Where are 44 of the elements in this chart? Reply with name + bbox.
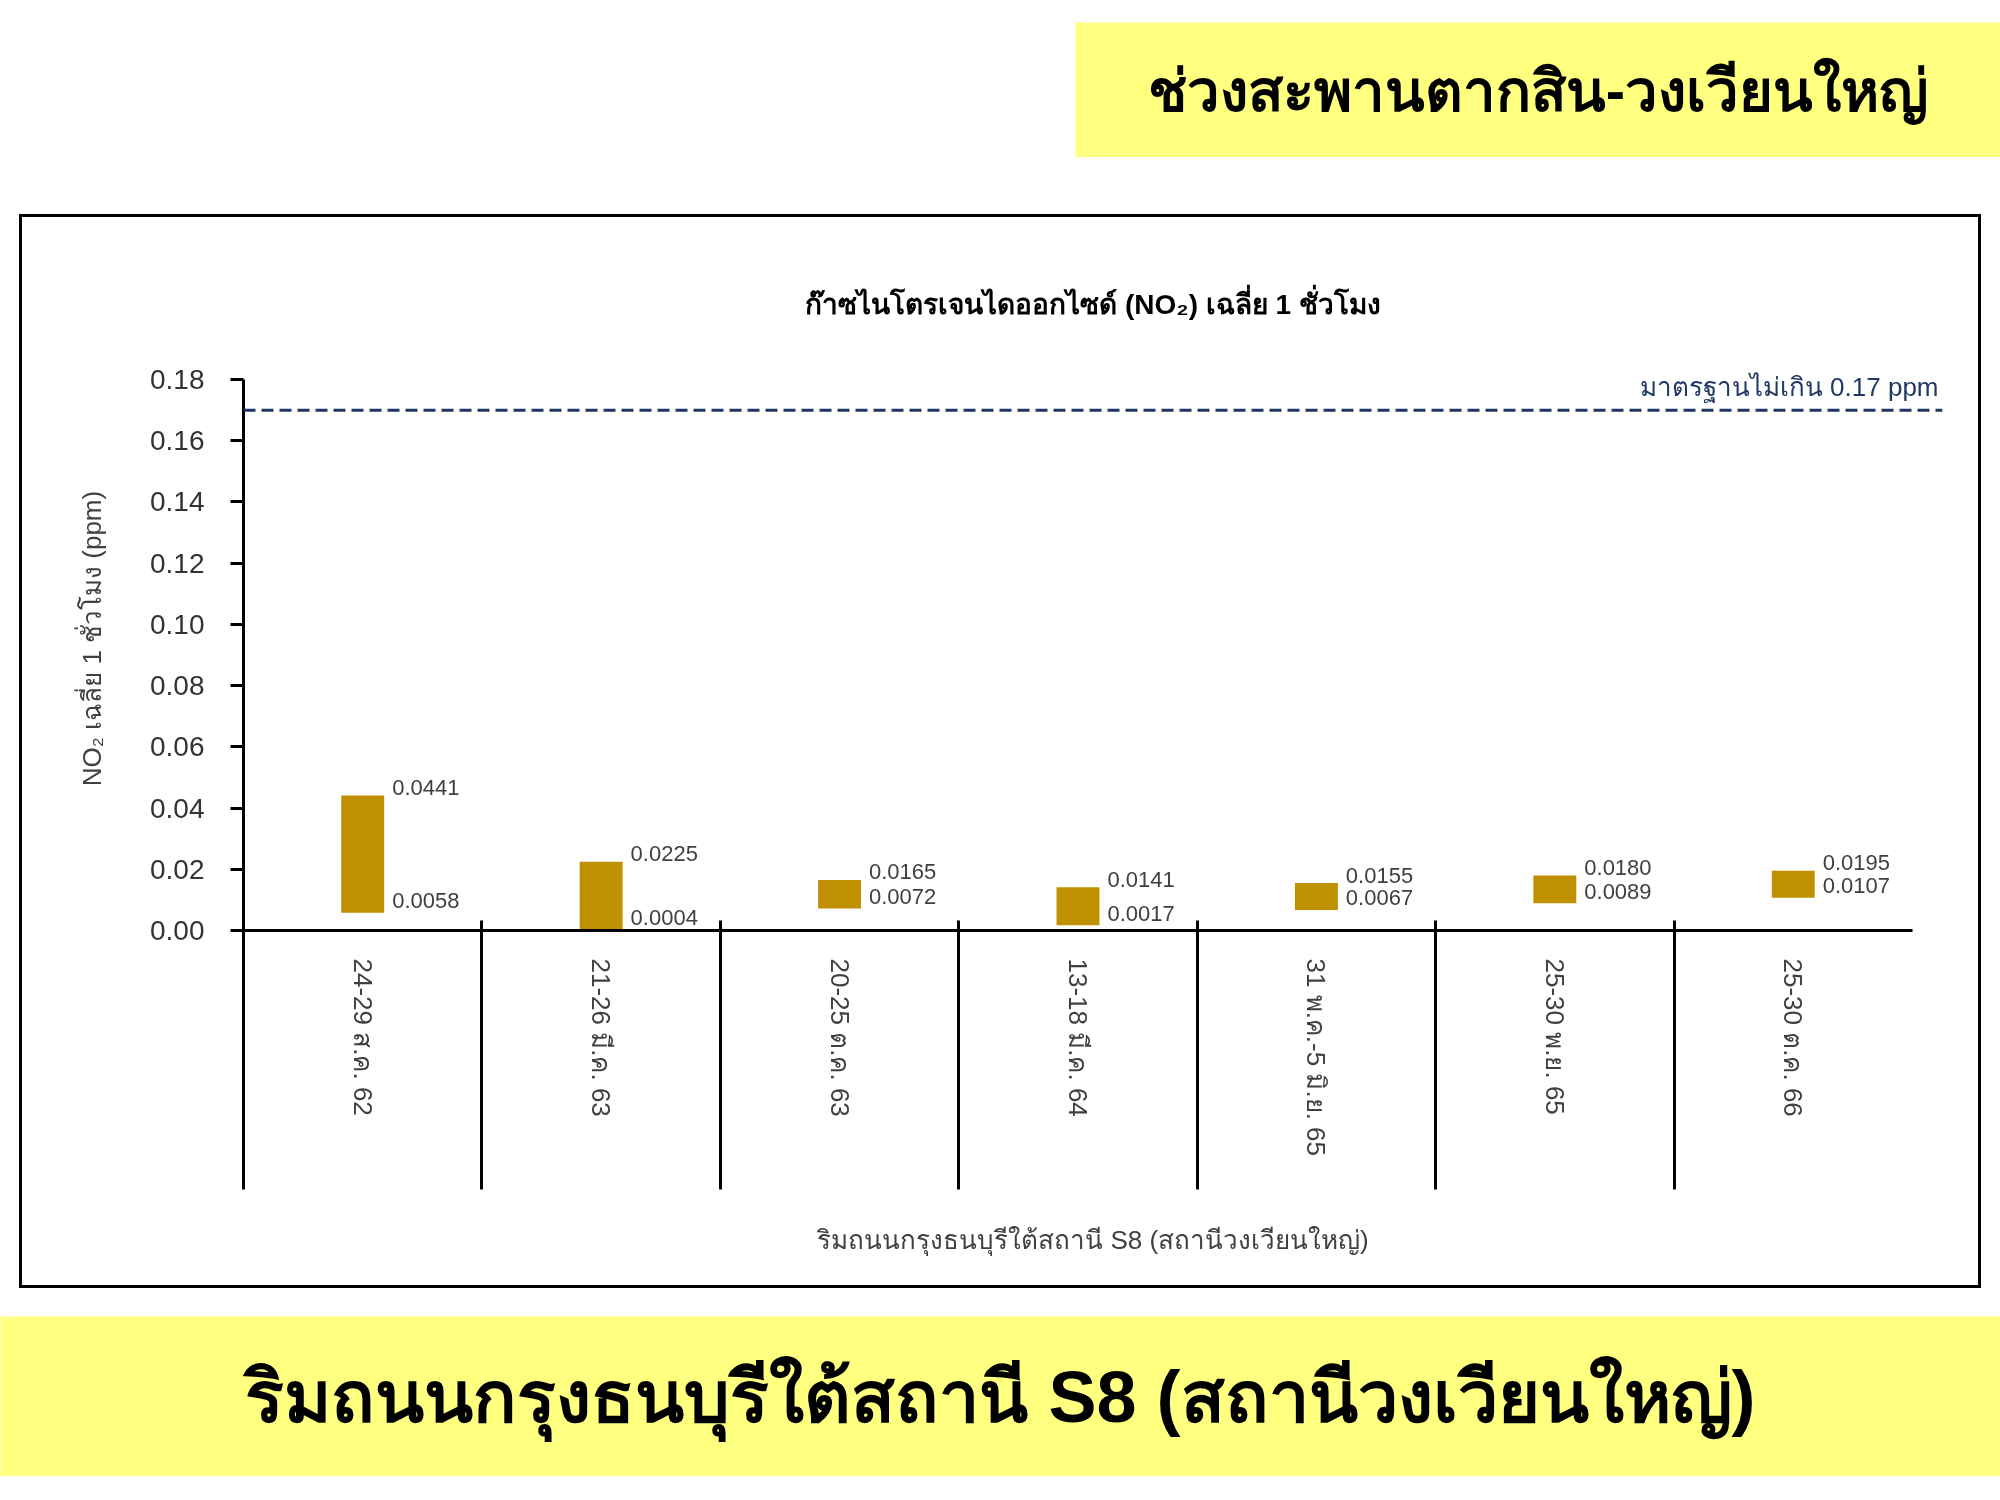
annotation: 0.0155 [1345,862,1414,888]
annotation: 0.0089 [1584,878,1652,904]
bar [1294,883,1338,910]
y-axis-title: NO₂ เฉลี่ย 1 ชั่วโมง (ppm) [74,490,107,787]
y-tick-label: 0.12 [150,547,205,579]
x-tick-label: 25-30 ต.ค. 66 [1778,958,1809,1117]
bar [1056,887,1100,926]
x-axis-title: ริมถนนกรุงธนบุรีใต้สถานี S8 (สถานีวงเวียนใหญ่) [816,1225,1369,1257]
text: ช่วงสะพานตากสิน-วงเวียนใหญ่ [1147,56,1929,125]
bar [1771,870,1815,898]
x-tick-label: 20-25 ต.ค. 63 [824,958,855,1117]
y-tick-label: 0.00 [150,915,205,946]
annotation: 0.0004 [630,904,698,930]
x-tick-label: 21-26 มี.ค. 63 [586,958,617,1117]
x-tick-label: 31 พ.ค.-5 มิ.ย. 65 [1301,958,1332,1157]
y-tick-label: 0.06 [150,731,205,763]
y-tick-label: 0.10 [150,608,205,640]
annotation: 0.0058 [392,888,460,914]
y-tick-label: 0.18 [150,364,205,396]
annotation: 0.0107 [1822,873,1890,899]
y-tick-label: 0.02 [150,853,205,885]
x-tick-label: 25-30 พ.ย. 65 [1539,958,1570,1115]
bar [818,880,862,909]
x-tick-label: 24-29 ส.ค. 62 [347,958,378,1116]
annotation: 0.0017 [1107,900,1175,926]
annotation: 0.0225 [630,841,698,867]
annotation: 0.0180 [1584,854,1652,880]
annotation: 0.0072 [869,883,937,909]
annotation: 0.0067 [1345,885,1414,911]
x-tick-label: 13-18 มี.ค. 64 [1062,958,1093,1117]
y-tick-label: 0.08 [150,670,205,702]
bar [579,861,623,930]
y-tick-label: 0.14 [150,486,205,518]
bar [341,795,385,913]
ref-line-label: มาตรฐานไม่เกิน 0.17 ppm [1639,372,1939,404]
annotation: 0.0195 [1822,850,1890,876]
annotation: 0.0441 [392,775,460,801]
chart-title: ก๊าซไนโตรเจนไดออกไซด์ (NO₂) เฉลี่ย 1 ชั่วโมง [805,283,1381,320]
annotation: 0.0141 [1107,866,1175,892]
y-tick-label: 0.16 [150,425,205,457]
text: ริมถนนกรุงธนบุรีใต้สถานี S8 (สถานีวงเวียนใหญ่) [242,1354,1756,1443]
bar [1533,875,1577,904]
y-tick-label: 0.04 [150,792,205,824]
annotation: 0.0165 [869,859,937,885]
